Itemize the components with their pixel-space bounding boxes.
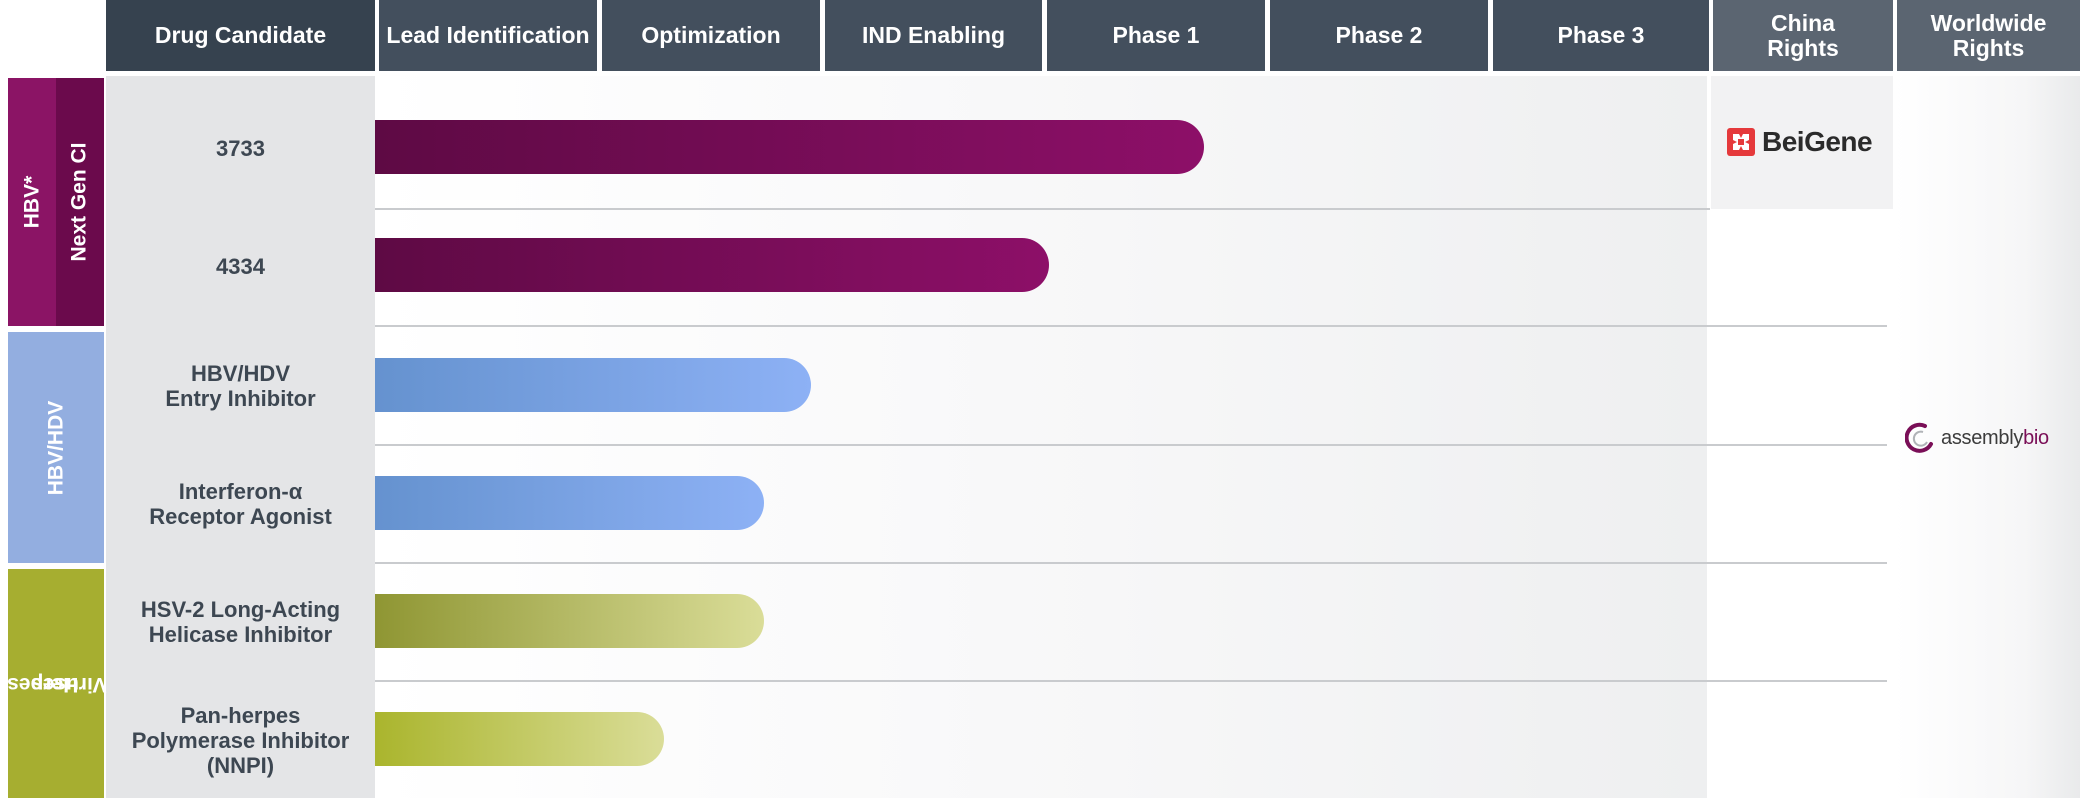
header-drug-candidate: Drug Candidate [106, 0, 375, 71]
header-stage-phase-2: Phase 2 [1270, 0, 1488, 71]
candidate-label-4334: 4334 [216, 253, 265, 279]
candidate-label-hbv-hdv-entry-inhibitor: HBV/HDV Entry Inhibitor [165, 361, 316, 411]
category-hbv-hdv: HBV/HDV [8, 332, 104, 563]
beigene-mark-icon [1727, 128, 1755, 156]
progress-bar-4334 [375, 238, 1049, 292]
progress-bar-hbv-hdv-entry-inhibitor [375, 358, 811, 412]
header-stage-optimization: Optimization [602, 0, 820, 71]
category-herpes-viruses: Herpes Viruses [7, 569, 107, 798]
header-stage-phase-1: Phase 1 [1047, 0, 1265, 71]
header-stage-lead-identification: Lead Identification [379, 0, 597, 71]
pipeline-chart-area [375, 76, 1707, 798]
category-next-gen-ci: Next Gen CI [56, 78, 104, 326]
progress-bar-interferon-receptor-agonist [375, 476, 764, 530]
candidate-label-interferon-receptor-agonist: Interferon-α Receptor Agonist [149, 479, 332, 529]
header-worldwide-rights: Worldwide Rights [1897, 0, 2080, 71]
progress-bar-hsv2-helicase-inhibitor [375, 594, 764, 648]
beigene-logo: BeiGene [1727, 126, 1873, 158]
header-china-rights: China Rights [1713, 0, 1893, 71]
assemblybio-mark-icon [1905, 422, 1933, 453]
row-separator [375, 444, 1887, 446]
header-stage-phase-3: Phase 3 [1493, 0, 1709, 71]
row-separator [375, 208, 1710, 210]
candidate-label-hsv2-helicase-inhibitor: HSV-2 Long-Acting Helicase Inhibitor [140, 597, 341, 647]
row-separator [375, 680, 1887, 682]
category-hbv: HBV* [8, 78, 56, 326]
progress-bar-pan-herpes-nnpi [375, 712, 664, 766]
header-stage-ind-enabling: IND Enabling [825, 0, 1042, 71]
assemblybio-logo: assemblybio [1905, 422, 2049, 454]
row-separator [375, 562, 1887, 564]
candidate-label-3733: 3733 [216, 135, 265, 161]
candidate-column [106, 76, 375, 798]
candidate-label-pan-herpes-nnpi: Pan-herpes Polymerase Inhibitor (NNPI) [131, 702, 350, 778]
row-separator [375, 325, 1887, 327]
worldwide-rights-column [1895, 76, 2080, 798]
progress-bar-3733 [375, 120, 1204, 174]
